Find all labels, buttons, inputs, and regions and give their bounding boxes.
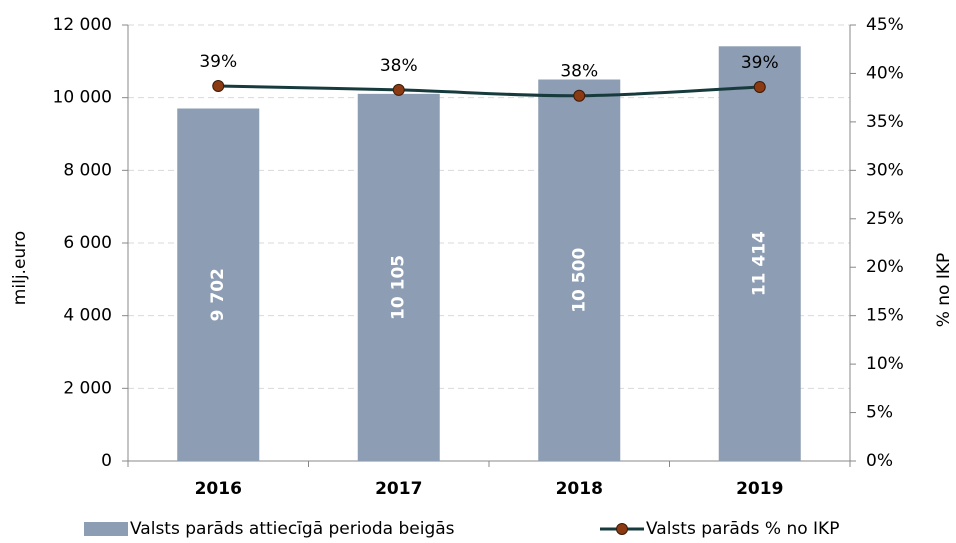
bar — [177, 108, 260, 461]
legend-swatch — [84, 522, 128, 536]
x-tick-label: 2019 — [736, 479, 783, 499]
x-tick-label: 2016 — [195, 479, 242, 499]
y-tick-label: 2 000 — [63, 378, 112, 398]
y2-tick-label: 15% — [866, 306, 904, 326]
y-tick-label: 0 — [101, 451, 112, 471]
line — [218, 84, 760, 98]
line-value-label: 38% — [380, 56, 418, 76]
legend-label: Valsts parāds % no IKP — [646, 519, 839, 539]
legend-label: Valsts parāds attiecīgā perioda beigās — [130, 519, 455, 539]
line-marker — [573, 89, 586, 102]
y2-tick-label: 40% — [866, 63, 904, 83]
line-value-label: 39% — [199, 52, 237, 72]
bar-value-label: 11 414 — [750, 231, 770, 296]
line-value-label: 38% — [560, 62, 598, 82]
y2-tick-label: 20% — [866, 257, 904, 277]
y2-tick-label: 30% — [866, 160, 904, 180]
x-tick-label: 2017 — [375, 479, 422, 499]
y2-tick-label: 35% — [866, 112, 904, 132]
bar-value-label: 10 500 — [569, 248, 589, 313]
bar — [538, 79, 621, 461]
bar-value-label: 9 702 — [208, 268, 228, 321]
y2-axis-label: % no IKP — [934, 253, 954, 328]
legend-marker — [616, 523, 628, 535]
y-tick-label: 6 000 — [63, 233, 112, 253]
line-marker — [212, 80, 225, 93]
x-tick-label: 2018 — [556, 479, 603, 499]
y2-tick-label: 45% — [866, 15, 904, 35]
line-marker — [753, 81, 766, 94]
y-tick-label: 4 000 — [63, 306, 112, 326]
line-marker — [392, 83, 405, 96]
line-value-label: 39% — [741, 53, 779, 73]
y2-tick-label: 10% — [866, 354, 904, 374]
bar-value-label: 10 105 — [389, 255, 409, 320]
bar — [357, 93, 440, 461]
y-tick-label: 12 000 — [53, 15, 112, 35]
y-axis-label: milj.euro — [10, 231, 30, 305]
y2-tick-label: 0% — [866, 451, 893, 471]
y2-tick-label: 5% — [866, 403, 893, 423]
y-tick-label: 10 000 — [53, 88, 112, 108]
y2-tick-label: 25% — [866, 209, 904, 229]
bar — [718, 46, 801, 462]
y-tick-label: 8 000 — [63, 160, 112, 180]
